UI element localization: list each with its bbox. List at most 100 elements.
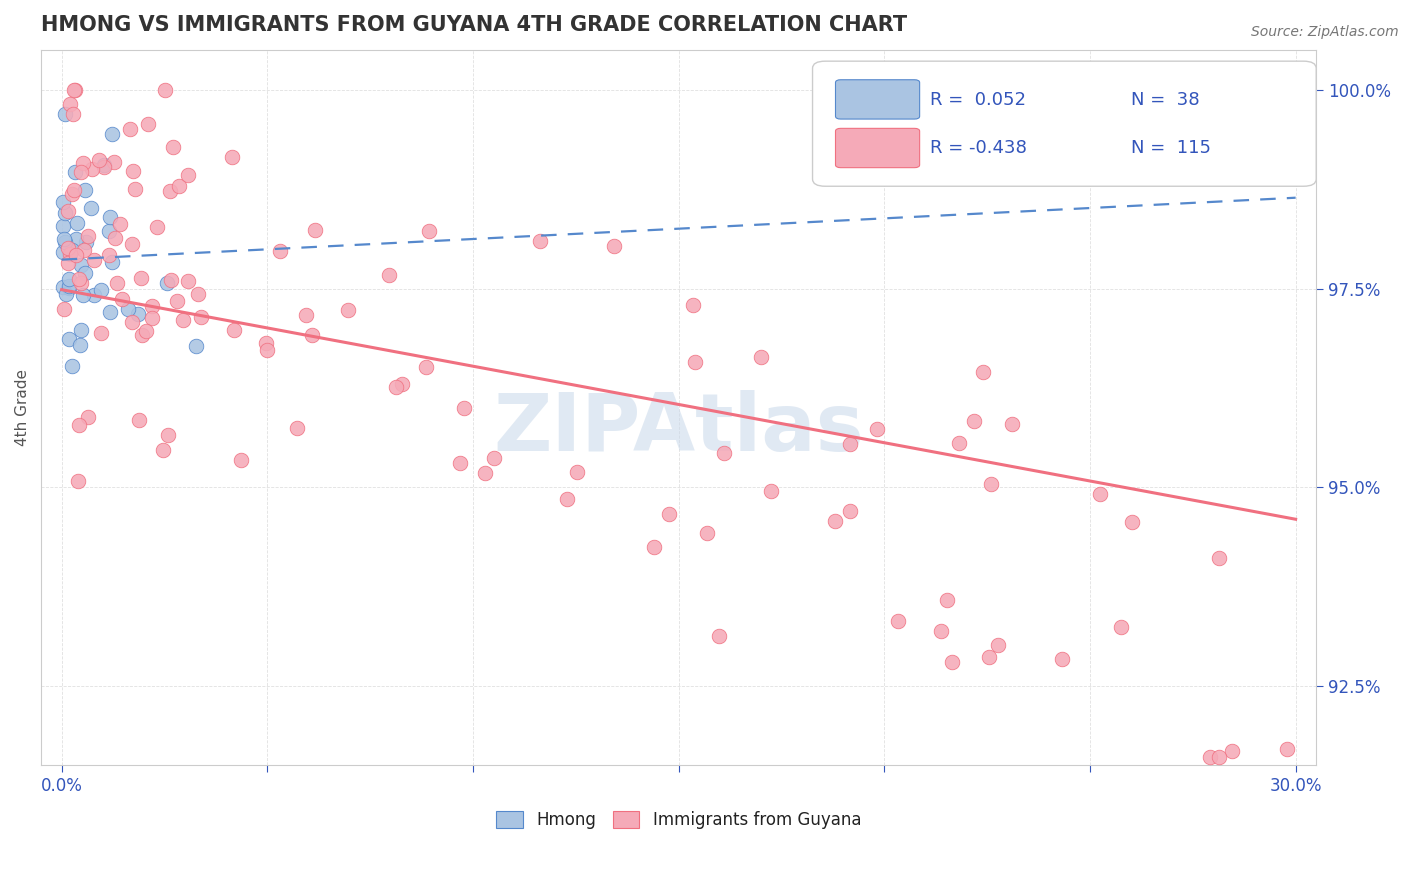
Legend: Hmong, Immigrants from Guyana: Hmong, Immigrants from Guyana	[489, 804, 868, 836]
Point	[73, 184, 96, 198]
Point	[58, 281, 80, 295]
FancyBboxPatch shape	[813, 62, 1316, 186]
Point	[269, 244, 291, 259]
Point	[65, 248, 87, 262]
Point	[58, 279, 80, 293]
Point	[53, 206, 76, 220]
Text: N =  38: N = 38	[1132, 91, 1199, 109]
Text: R = -0.438: R = -0.438	[929, 139, 1026, 157]
Point	[110, 292, 132, 306]
Point	[1052, 652, 1074, 666]
Point	[69, 338, 91, 352]
Point	[156, 276, 179, 290]
Point	[529, 235, 551, 249]
Point	[100, 210, 122, 224]
Point	[80, 201, 103, 215]
Point	[66, 217, 89, 231]
Point	[53, 235, 76, 250]
Point	[1001, 417, 1024, 431]
Point	[948, 436, 970, 450]
Point	[177, 274, 200, 288]
Point	[55, 286, 77, 301]
Point	[941, 655, 963, 669]
Point	[482, 450, 505, 465]
Text: Source: ZipAtlas.com: Source: ZipAtlas.com	[1251, 25, 1399, 39]
Point	[58, 204, 80, 219]
Point	[301, 328, 323, 343]
Point	[56, 256, 79, 270]
Point	[59, 97, 82, 112]
Point	[603, 239, 626, 253]
Point	[72, 156, 94, 170]
Point	[93, 160, 115, 174]
Point	[449, 456, 471, 470]
Point	[90, 326, 112, 340]
Point	[63, 83, 86, 97]
Point	[285, 421, 308, 435]
Point	[418, 224, 440, 238]
Point	[337, 302, 360, 317]
Point	[866, 422, 889, 436]
Point	[77, 229, 100, 244]
Point	[1208, 551, 1230, 566]
Point	[67, 272, 90, 286]
Point	[184, 339, 207, 353]
Point	[141, 311, 163, 326]
Point	[1220, 744, 1243, 758]
Point	[70, 323, 93, 337]
FancyBboxPatch shape	[835, 128, 920, 168]
Point	[980, 476, 1002, 491]
Point	[839, 504, 862, 518]
Point	[936, 593, 959, 607]
Point	[80, 161, 103, 176]
Point	[105, 276, 128, 290]
Text: N =  115: N = 115	[1132, 139, 1212, 157]
Point	[72, 244, 94, 258]
Point	[929, 624, 952, 639]
Point	[108, 218, 131, 232]
Point	[761, 483, 783, 498]
Point	[83, 253, 105, 268]
Point	[172, 313, 194, 327]
Point	[682, 298, 704, 312]
Point	[231, 452, 253, 467]
Point	[222, 323, 245, 337]
Point	[63, 183, 86, 197]
Point	[1277, 742, 1299, 756]
Point	[136, 117, 159, 131]
Point	[117, 301, 139, 316]
Point	[838, 437, 860, 451]
Point	[63, 83, 86, 97]
Point	[987, 638, 1010, 652]
Point	[83, 288, 105, 302]
Point	[52, 280, 75, 294]
Point	[707, 629, 730, 643]
Point	[156, 428, 179, 442]
Text: R =  0.052: R = 0.052	[929, 91, 1026, 109]
Point	[65, 231, 87, 245]
Point	[453, 401, 475, 416]
Point	[75, 235, 97, 249]
Point	[256, 343, 278, 358]
Point	[58, 272, 80, 286]
Point	[56, 241, 79, 255]
Point	[153, 83, 176, 97]
Point	[59, 246, 82, 260]
Point	[295, 308, 318, 322]
Point	[118, 122, 141, 136]
Point	[221, 150, 243, 164]
Y-axis label: 4th Grade: 4th Grade	[15, 369, 30, 446]
Point	[104, 231, 127, 245]
Point	[166, 294, 188, 309]
Point	[53, 302, 76, 317]
Point	[146, 219, 169, 234]
Point	[98, 224, 121, 238]
Point	[685, 354, 707, 368]
Point	[65, 164, 87, 178]
Point	[93, 158, 115, 172]
Point	[89, 153, 111, 167]
Point	[70, 258, 93, 272]
Point	[90, 283, 112, 297]
Point	[474, 467, 496, 481]
Point	[555, 492, 578, 507]
